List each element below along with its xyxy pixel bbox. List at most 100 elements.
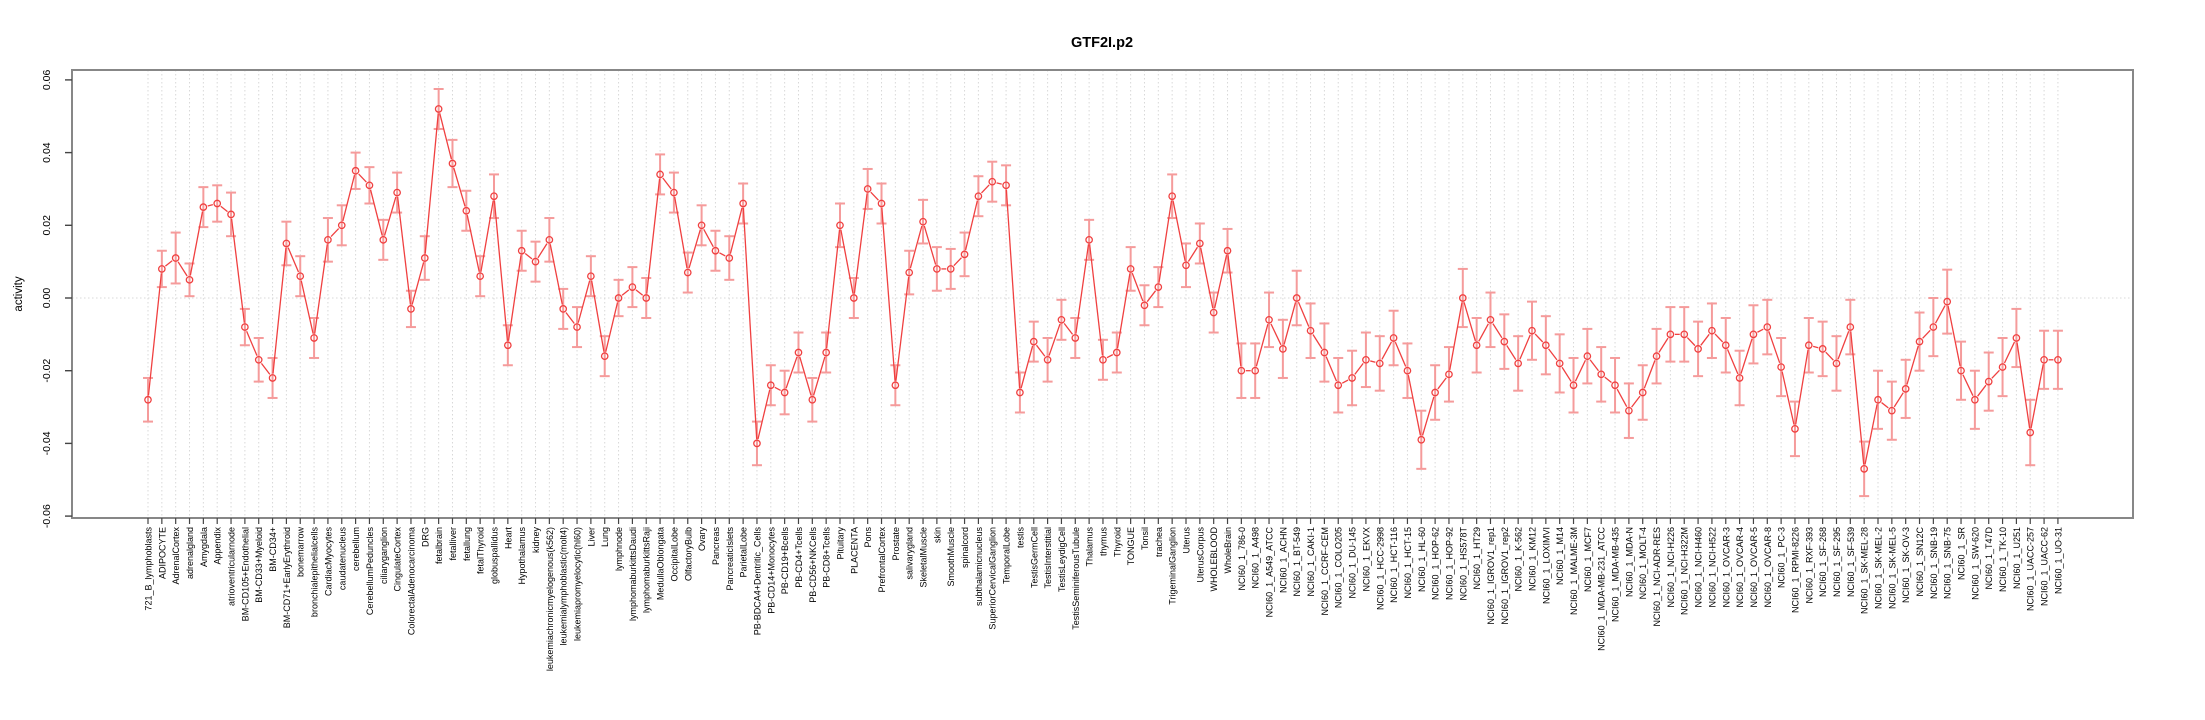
x-category-label: NCI60_1_TK-10: [1998, 527, 2008, 592]
series-segment: [424, 113, 439, 254]
series-segment: [2003, 341, 2016, 364]
series-segment: [2016, 342, 2031, 429]
x-category-label: OccipitalLobe: [669, 527, 679, 582]
x-category-label: NCI60_1_HS578T: [1458, 527, 1468, 601]
data-point-marker: [587, 272, 595, 281]
data-point-marker: [1749, 330, 1758, 339]
data-point-marker: [1555, 359, 1564, 368]
x-category-label: DRG: [420, 527, 430, 547]
data-point-marker: [241, 323, 249, 331]
x-category-label: salivarygland: [905, 527, 915, 580]
series-segment: [1449, 302, 1463, 371]
series-segment: [635, 289, 644, 296]
data-point-marker: [1998, 363, 2007, 371]
series-segment: [1341, 379, 1349, 384]
x-category-label: subthalamicnucleus: [974, 527, 984, 607]
series-segment: [1325, 356, 1338, 382]
x-category-label: NCI60_1_MALME-3M: [1569, 527, 1579, 615]
series-segment: [246, 330, 258, 356]
x-category-label: 721_B_lymphoblasts: [144, 527, 154, 611]
series-segment: [1492, 323, 1503, 339]
data-point-marker: [836, 221, 844, 230]
x-category-label: NCI60_1_RPMI-8226: [1790, 527, 1800, 613]
data-point-marker: [1791, 425, 1799, 433]
series-segment: [1757, 328, 1764, 333]
data-point-marker: [1860, 464, 1869, 473]
series-segment: [220, 205, 228, 213]
data-point-marker: [1029, 337, 1038, 346]
series-segment: [1035, 344, 1046, 357]
x-category-label: Uterus: [1182, 527, 1192, 554]
x-category-label: NCI60_1_HCC-2998: [1375, 527, 1385, 610]
series-segment: [524, 253, 533, 260]
data-point-marker: [1874, 395, 1882, 404]
data-point-marker: [1735, 374, 1744, 382]
x-category-label: kidney: [531, 527, 541, 554]
x-category-label: NCI60_1_MDA-MB-231_ATCC: [1597, 527, 1607, 651]
x-category-label: NCI60_1_UACC-62: [2040, 527, 2050, 606]
series-line: [147, 113, 2054, 465]
data-point-marker: [1140, 301, 1149, 310]
x-category-label: NCI60_1_HL-60: [1417, 527, 1427, 592]
x-category-label: NCI60_1_COLO205: [1334, 527, 1344, 608]
data-point-marker: [808, 395, 817, 404]
series-segment: [1781, 371, 1795, 425]
series-segment: [480, 200, 494, 272]
data-point-marker: [1694, 345, 1702, 353]
series-segment: [1864, 404, 1878, 465]
series-segment: [1631, 395, 1641, 408]
series-segment: [1106, 354, 1114, 359]
data-point-marker: [144, 395, 152, 404]
x-category-label: cerebellum: [351, 527, 361, 571]
series-segment: [674, 196, 688, 269]
data-point-marker: [960, 250, 969, 259]
x-category-label: Lung: [600, 527, 610, 547]
x-category-label: TestisLeydigCell: [1057, 527, 1067, 592]
data-point-marker: [2026, 428, 2035, 437]
data-point-marker: [531, 257, 540, 266]
series-segment: [177, 261, 188, 277]
series-segment: [1297, 301, 1310, 327]
data-point-marker: [1182, 261, 1190, 270]
series-segment: [466, 215, 480, 272]
x-category-label: NCI60_1_SK-MEL-2: [1874, 527, 1884, 609]
data-point-marker: [1472, 341, 1481, 350]
x-category-label: BM-CD105+Endothelial: [240, 527, 250, 621]
x-category-label: NCI60_1_ACHN: [1278, 527, 1288, 593]
data-point-marker: [794, 348, 803, 357]
series-segment: [1200, 247, 1214, 309]
data-point-marker: [849, 294, 858, 302]
x-category-label: PancreaticIslets: [725, 527, 735, 591]
x-category-label: Appendix: [213, 527, 223, 565]
x-category-label: leukemiachronicmyelogenous(k562): [545, 527, 555, 671]
data-point-marker: [1057, 315, 1066, 324]
series-segment: [383, 196, 397, 236]
data-point-marker: [1334, 381, 1343, 390]
series-segment: [1726, 349, 1739, 375]
series-segment: [1850, 331, 1865, 465]
data-point-marker: [407, 305, 415, 313]
data-point-marker: [365, 181, 374, 190]
data-point-marker: [1901, 385, 1910, 393]
series-segment: [895, 276, 910, 381]
x-category-label: leukemialymphoblastic(molt4): [559, 527, 569, 646]
data-point-marker: [379, 235, 388, 244]
data-point-marker: [614, 294, 623, 302]
data-point-marker: [1708, 326, 1716, 335]
y-tick-label: -0.06: [41, 504, 53, 528]
data-point-marker: [1168, 192, 1177, 201]
data-point-marker: [1389, 334, 1398, 342]
data-point-marker: [1929, 323, 1938, 331]
x-category-label: NCI60_1_HT29: [1472, 527, 1482, 590]
series-segment: [1977, 384, 1987, 397]
x-category-label: NCI60_1_SR: [1957, 527, 1967, 581]
x-category-label: NCI60_1_MCF7: [1583, 527, 1593, 592]
x-category-label: bronchialepithelialcells: [310, 527, 320, 618]
x-category-label: NCI60_1_RXF-393: [1804, 527, 1814, 604]
series-segment: [2030, 364, 2044, 429]
x-category-label: Prostate: [891, 527, 901, 561]
data-point-marker: [1625, 406, 1633, 415]
data-point-marker: [393, 188, 401, 197]
series-segment: [1187, 246, 1198, 262]
series-segment: [1270, 323, 1282, 346]
